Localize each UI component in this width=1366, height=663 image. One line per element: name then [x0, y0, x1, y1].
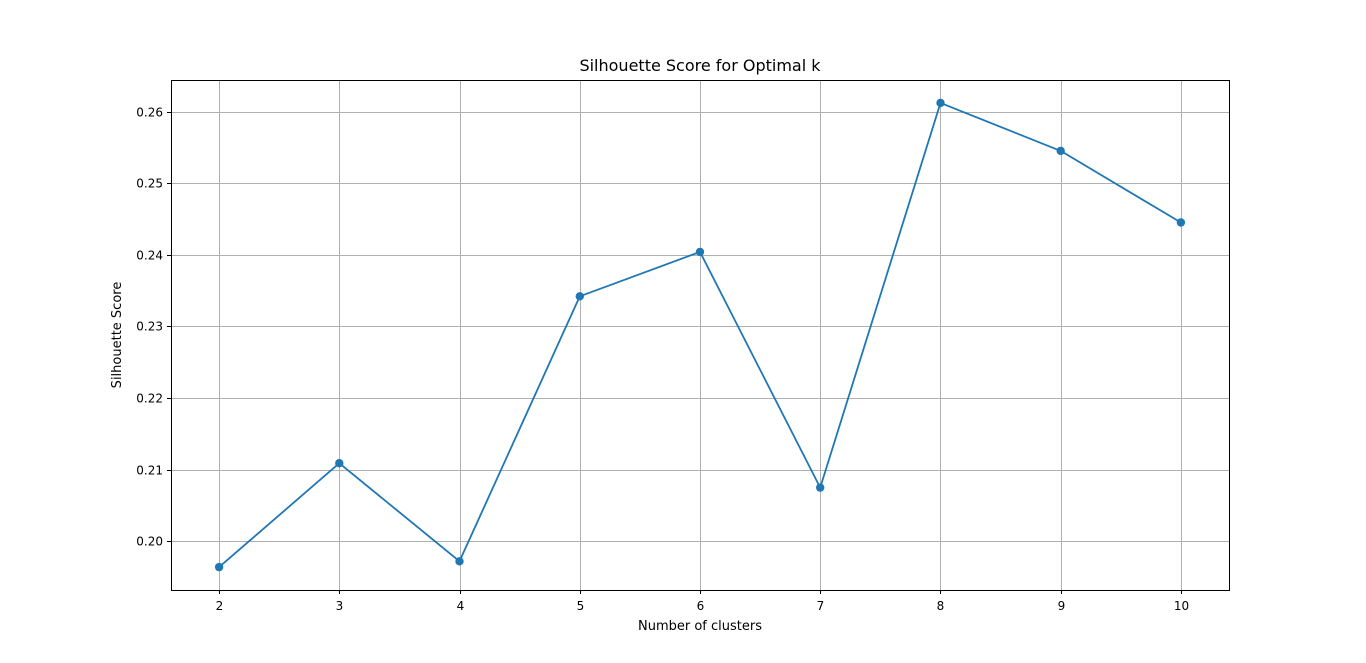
x-tick-label: 10: [1174, 599, 1189, 613]
y-tick-label: 0.22: [136, 392, 163, 406]
x-tick-label: 4: [457, 599, 465, 613]
y-tick-label: 0.26: [136, 106, 163, 120]
data-point: [1176, 218, 1186, 227]
x-tick-label: 3: [336, 599, 344, 613]
x-axis-label: Number of clusters: [638, 619, 762, 634]
y-axis-label: Silhouette Score: [110, 282, 125, 389]
x-tick-label: 6: [697, 599, 705, 613]
y-tick-label: 0.25: [136, 177, 163, 191]
data-point: [214, 562, 224, 572]
data-point: [455, 557, 464, 566]
data-point: [936, 98, 945, 108]
x-tick-label: 5: [577, 599, 585, 613]
x-axis: 2 3 4 5 6 7 8 9 10: [216, 590, 1189, 613]
x-tick-label: 2: [216, 599, 224, 613]
data-point: [335, 459, 344, 468]
data-point: [695, 247, 705, 257]
series-layer: [214, 98, 1186, 572]
chart-title: Silhouette Score for Optimal k: [579, 56, 821, 75]
y-tick-label: 0.24: [136, 249, 163, 263]
x-tick-label: 7: [817, 599, 825, 613]
x-tick-label: 9: [1058, 599, 1066, 613]
data-point: [575, 292, 584, 301]
x-tick-label: 8: [937, 599, 945, 613]
y-tick-label: 0.21: [136, 464, 163, 478]
data-point: [1056, 146, 1065, 156]
data-point: [816, 483, 825, 492]
y-tick-label: 0.20: [136, 535, 163, 549]
y-axis: 0.20 0.21 0.22 0.23 0.24 0.25 0.26: [136, 106, 171, 549]
y-tick-label: 0.23: [136, 320, 163, 334]
